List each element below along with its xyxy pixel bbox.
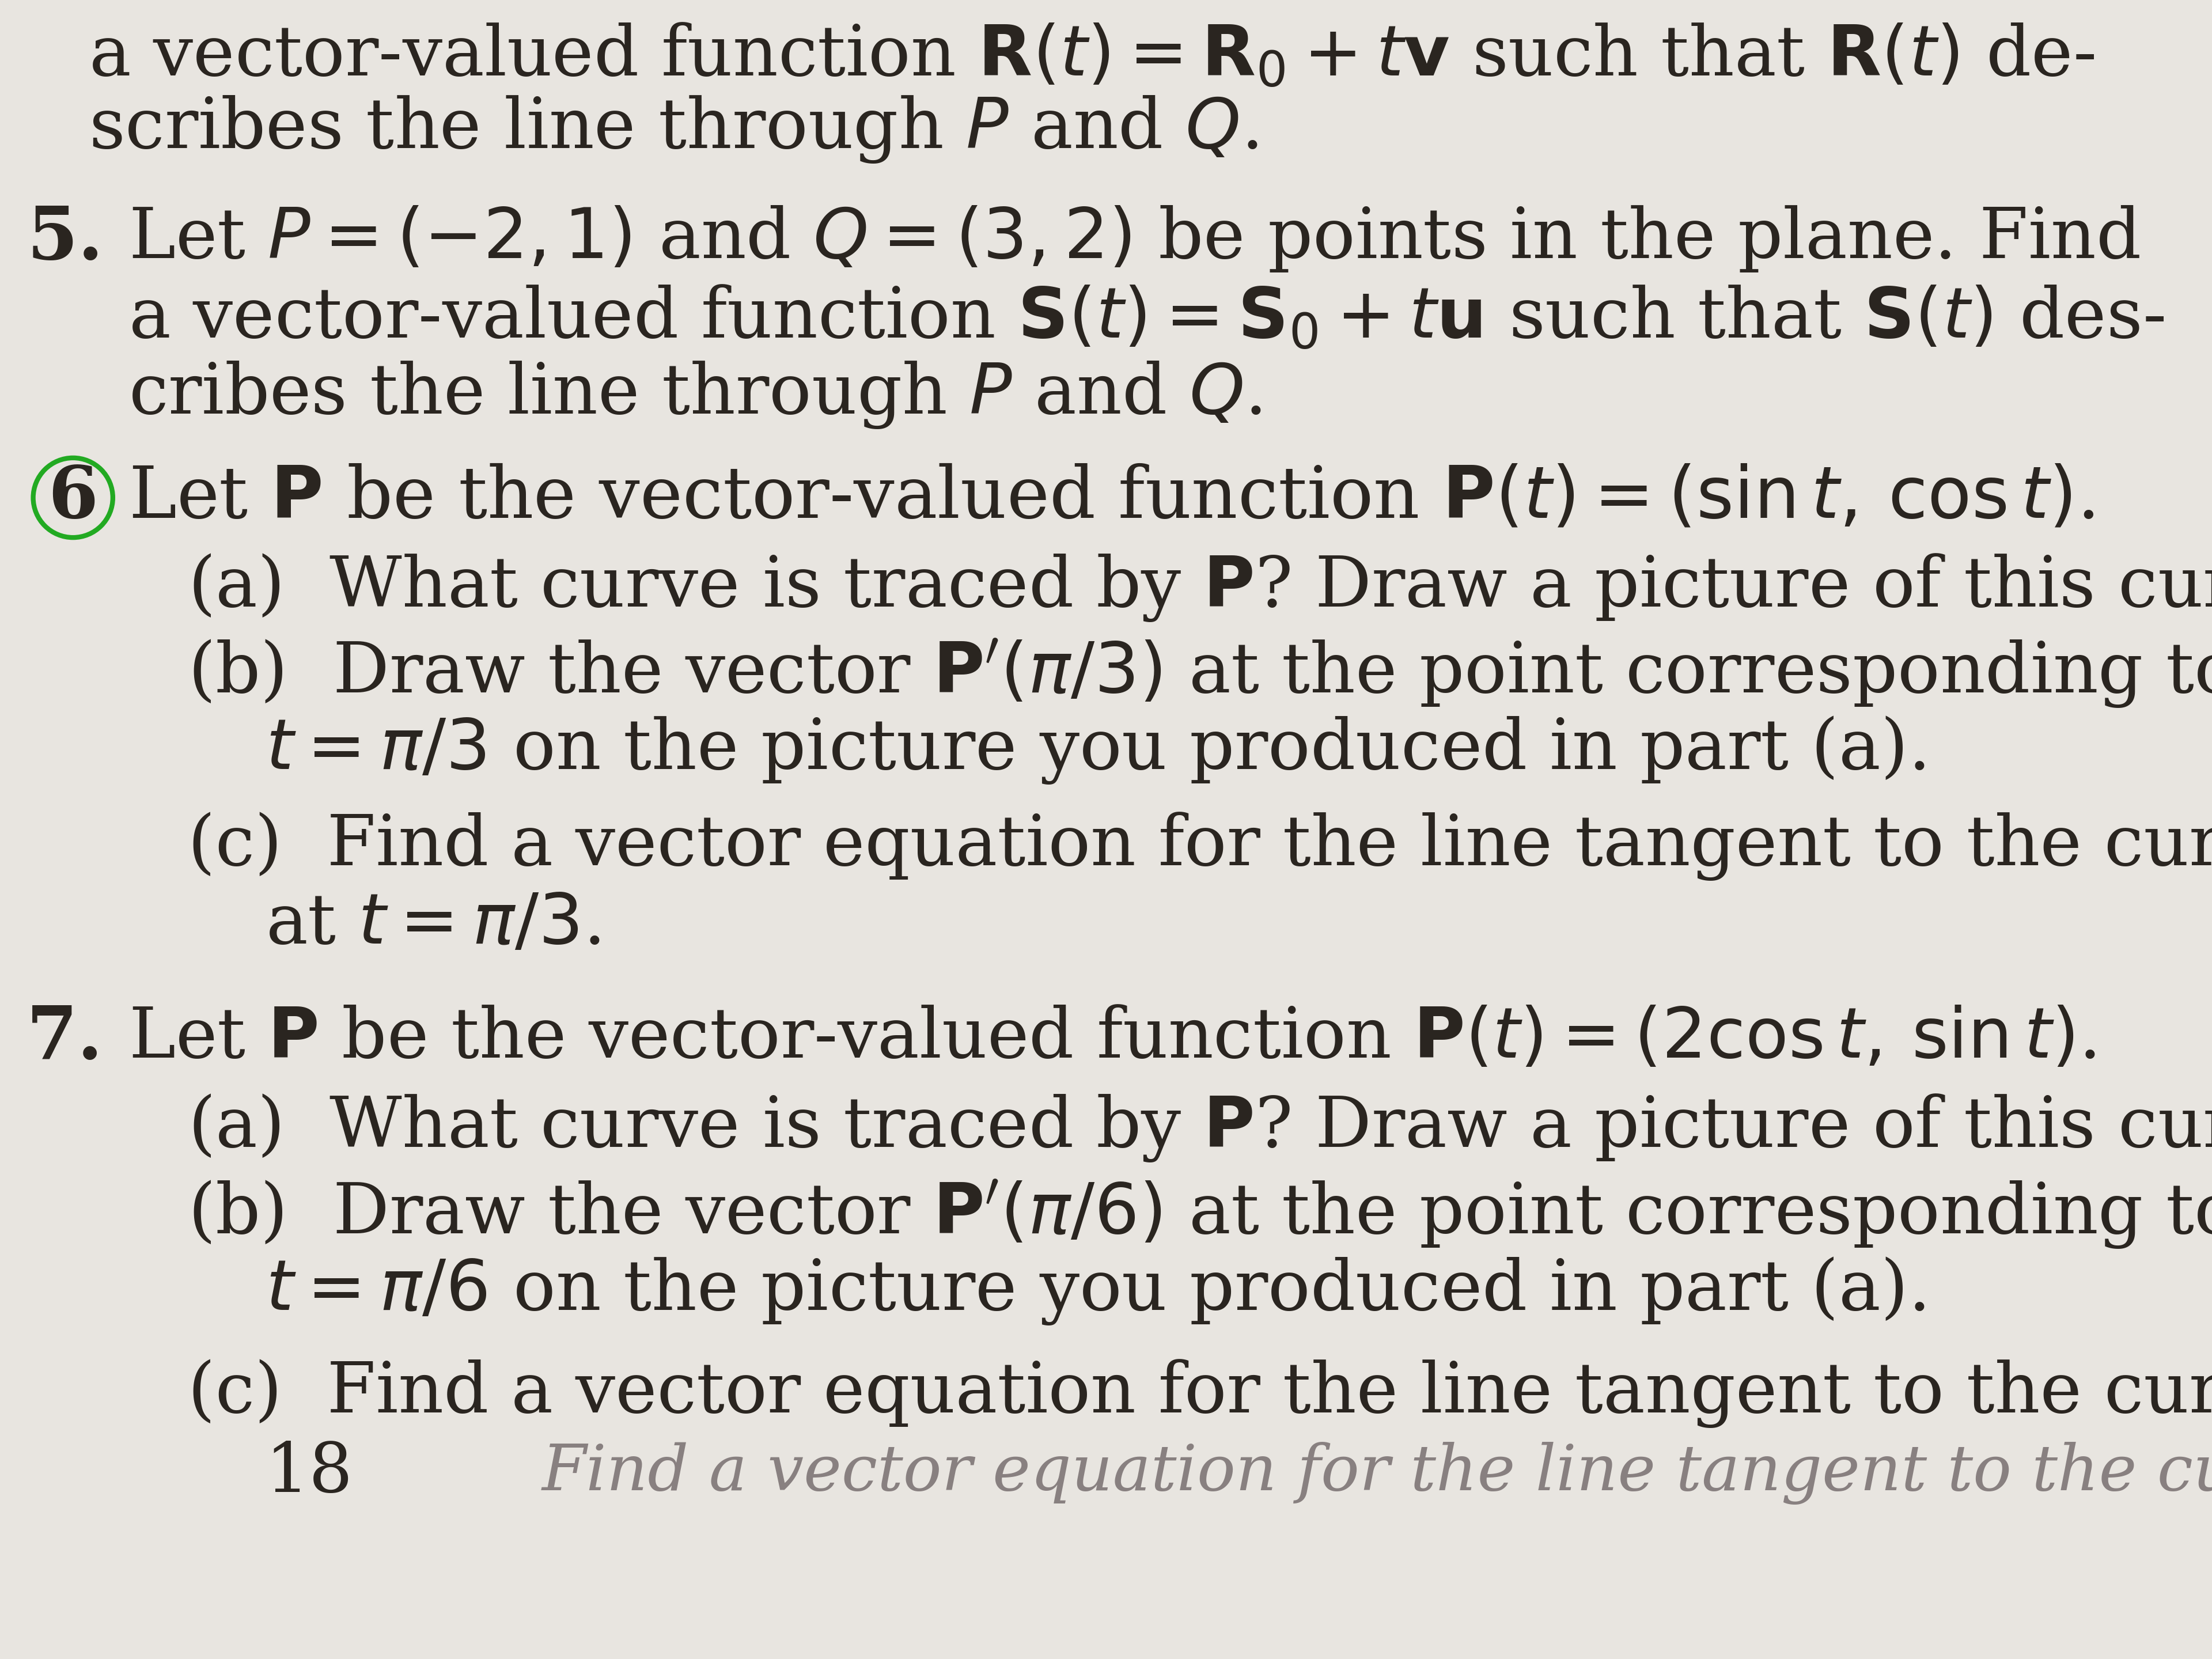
Text: (c)  Find a vector equation for the line tangent to the curve: (c) Find a vector equation for the line … (188, 811, 2212, 881)
Text: $t = \pi/6$ on the picture you produced in part (a).: $t = \pi/6$ on the picture you produced … (265, 1254, 1924, 1327)
Text: at $t = \pi/3$.: at $t = \pi/3$. (265, 891, 599, 957)
Text: (c)  Find a vector equation for the line tangent to the curve: (c) Find a vector equation for the line … (188, 1359, 2212, 1428)
Text: (b)  Draw the vector $\mathbf{P}'(\pi/6)$ at the point corresponding to: (b) Draw the vector $\mathbf{P}'(\pi/6)$… (188, 1178, 2212, 1251)
Text: Let $\mathbf{P}$ be the vector-valued function $\mathbf{P}(t) = (\sin t,\, \cos : Let $\mathbf{P}$ be the vector-valued fu… (128, 463, 2095, 533)
Text: 5.: 5. (27, 202, 104, 275)
Text: 18: 18 (265, 1440, 354, 1506)
Text: Let $\mathbf{P}$ be the vector-valued function $\mathbf{P}(t) = (2\cos t,\, \sin: Let $\mathbf{P}$ be the vector-valued fu… (128, 1005, 2095, 1072)
Text: Find a vector equation for the line tangent to the curve: Find a vector equation for the line tang… (542, 1442, 2212, 1505)
Text: 7.: 7. (27, 1002, 104, 1075)
Text: (a)  What curve is traced by $\mathbf{P}$? Draw a picture of this curve.: (a) What curve is traced by $\mathbf{P}$… (188, 551, 2212, 624)
Text: (a)  What curve is traced by $\mathbf{P}$? Draw a picture of this curve.: (a) What curve is traced by $\mathbf{P}$… (188, 1092, 2212, 1165)
Text: scribes the line through $P$ and $Q$.: scribes the line through $P$ and $Q$. (88, 95, 1259, 164)
Text: Let $P = (-2, 1)$ and $Q = (3, 2)$ be points in the plane. Find: Let $P = (-2, 1)$ and $Q = (3, 2)$ be po… (128, 204, 2139, 274)
Text: a vector-valued function $\mathbf{R}(t) = \mathbf{R}_0 + t\mathbf{v}$ such that : a vector-valued function $\mathbf{R}(t) … (88, 23, 2095, 90)
Text: $t = \pi/3$ on the picture you produced in part (a).: $t = \pi/3$ on the picture you produced … (265, 713, 1924, 786)
Text: (b)  Draw the vector $\mathbf{P}'(\pi/3)$ at the point corresponding to: (b) Draw the vector $\mathbf{P}'(\pi/3)$… (188, 637, 2212, 710)
Text: 6: 6 (49, 463, 97, 533)
Text: a vector-valued function $\mathbf{S}(t) = \mathbf{S}_0 + t\mathbf{u}$ such that : a vector-valued function $\mathbf{S}(t) … (128, 285, 2163, 352)
Text: cribes the line through $P$ and $Q$.: cribes the line through $P$ and $Q$. (128, 360, 1261, 430)
